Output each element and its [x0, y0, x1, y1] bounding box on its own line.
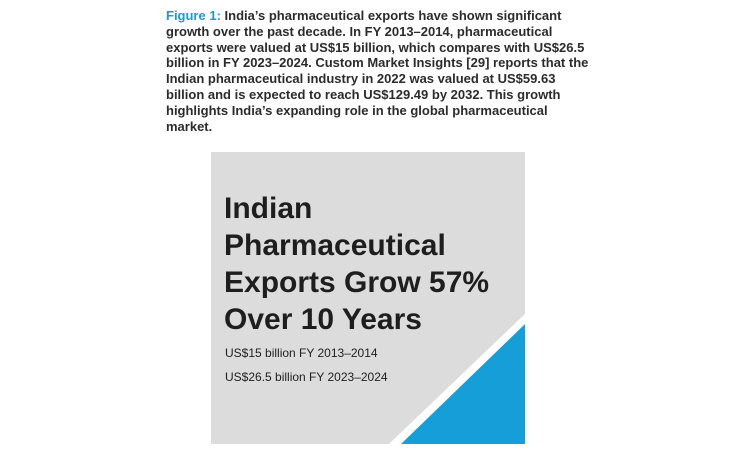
corner-graphic [389, 314, 525, 444]
blue-triangle [401, 324, 525, 444]
figure-card: Indian Pharmaceutical Exports Grow 57% O… [211, 152, 525, 444]
figure-caption: Figure 1: India’s pharmaceutical exports… [166, 8, 590, 134]
caption-label: Figure 1: [166, 8, 221, 23]
headline: Indian Pharmaceutical Exports Grow 57% O… [224, 192, 490, 336]
fact-line: US$26.5 billion FY 2023–2024 [225, 370, 388, 384]
fact-line: US$15 billion FY 2013–2014 [225, 346, 378, 360]
caption-text: India’s pharmaceutical exports have show… [166, 8, 589, 134]
